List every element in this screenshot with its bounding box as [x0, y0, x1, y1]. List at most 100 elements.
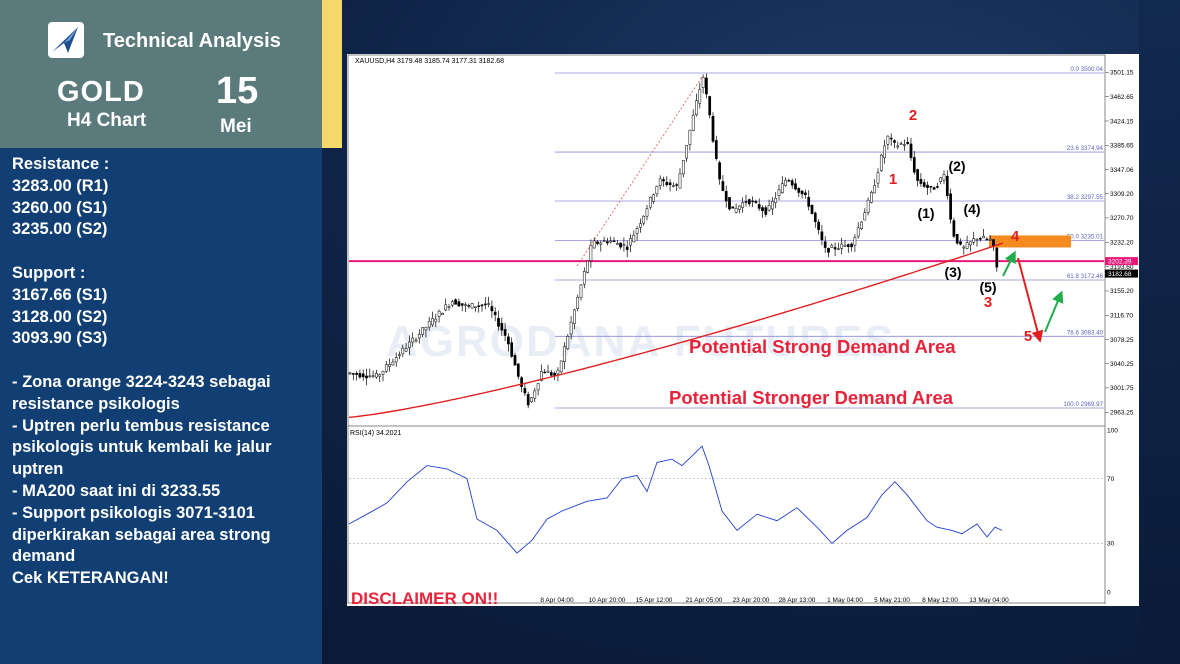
candle-body — [622, 244, 626, 246]
date-month: Mei — [220, 116, 252, 137]
candle-body — [431, 318, 434, 326]
fib-level-label: 23.6 3374.94 — [1067, 145, 1104, 152]
candle-body — [860, 221, 863, 229]
candle-body — [487, 303, 490, 305]
y-tick-label: 3001.75 — [1110, 385, 1134, 392]
candle-body — [744, 201, 748, 203]
candle-body — [619, 242, 622, 248]
info-line: 3283.00 (R1) — [12, 176, 109, 195]
candle-body — [569, 321, 573, 335]
candle-body — [827, 247, 830, 253]
candle-body — [599, 242, 603, 245]
annotation-stronger-demand: Potential Stronger Demand Area — [669, 387, 954, 408]
candle-body — [846, 244, 850, 247]
rsi-tick-label: 70 — [1107, 476, 1115, 483]
wave-label-red: 1 — [889, 171, 897, 188]
fib-level-label: 38.2 3297.55 — [1067, 194, 1104, 201]
wave-label-black: (4) — [963, 201, 980, 217]
candle-body — [639, 223, 642, 228]
candle-body — [596, 241, 599, 244]
candle-body — [467, 305, 471, 307]
rsi-tick-label: 100 — [1107, 427, 1118, 434]
candle-body — [391, 361, 395, 366]
candle-body — [708, 96, 712, 116]
candle-body — [655, 185, 659, 195]
candle-body — [602, 240, 606, 242]
y-tick-label: 3232.20 — [1110, 240, 1134, 247]
wave-label-black: (1) — [917, 205, 934, 221]
info-line: demand — [12, 547, 76, 566]
orange-resistance-zone — [989, 235, 1071, 248]
candle-body — [751, 200, 754, 203]
candle-body — [645, 208, 649, 217]
candle-body — [516, 363, 520, 377]
candle-body — [962, 246, 966, 249]
info-line: uptren — [12, 460, 64, 479]
candle-body — [794, 183, 797, 190]
y-tick-label: 3424.15 — [1110, 118, 1134, 125]
x-tick-label: 15 Apr 12:00 — [636, 597, 673, 604]
candle-body — [800, 190, 804, 195]
candle-body — [533, 390, 537, 399]
candle-body — [500, 322, 504, 331]
candle-body — [365, 375, 368, 379]
chart-frame: AGRODANA FUTURES XAUUSD,H4 3179.48 3185.… — [347, 54, 1139, 608]
info-line: 3260.00 (S1) — [12, 198, 108, 217]
info-line: psikologis untuk kembali ke jalur — [12, 438, 272, 457]
candle-body — [497, 317, 500, 327]
candle-body — [573, 309, 576, 324]
candle-body — [586, 260, 589, 273]
candle-body — [711, 115, 715, 142]
info-line: Cek KETERANGAN! — [12, 569, 169, 588]
candle-body — [589, 244, 593, 262]
candle-body — [771, 201, 774, 210]
candle-body — [460, 303, 464, 306]
x-tick-label: 8 Apr 04:00 — [540, 597, 574, 604]
info-line: - Uptren perlu tembus resistance — [12, 416, 270, 435]
candle-body — [747, 199, 751, 205]
x-tick-label: 1 May 04:00 — [827, 597, 863, 604]
candle-body — [668, 182, 672, 186]
candle-body — [959, 241, 962, 245]
candle-body — [949, 193, 952, 220]
candle-body — [774, 197, 778, 203]
candle-body — [840, 243, 844, 249]
candle-body — [450, 301, 454, 306]
candle-body — [883, 145, 886, 159]
candle-body — [658, 178, 662, 187]
date-day: 15 — [216, 70, 259, 112]
candle-body — [559, 360, 563, 373]
candle-body — [513, 355, 517, 366]
candle-body — [543, 371, 547, 374]
header-title: Technical Analysis — [103, 30, 281, 52]
candle-body — [447, 306, 451, 308]
candle-body — [922, 182, 926, 187]
analysis-text: Resistance : 3283.00 (R1) 3260.00 (S1) 3… — [12, 154, 317, 590]
candle-body — [939, 177, 943, 183]
candle-body — [837, 248, 840, 251]
candle-body — [536, 383, 540, 391]
candle-body — [813, 212, 817, 223]
candle-body — [549, 372, 553, 376]
candle-body — [995, 247, 999, 268]
candle-body — [681, 160, 685, 175]
candle-body — [609, 240, 613, 243]
candle-body — [893, 140, 896, 143]
info-line — [12, 241, 317, 263]
info-line: 3235.00 (S2) — [12, 220, 108, 239]
candle-body — [678, 173, 682, 189]
candle-body — [870, 192, 873, 203]
candle-body — [437, 311, 441, 317]
candle-body — [388, 364, 391, 367]
background-right-strip — [1139, 0, 1180, 664]
projection-arrow-up-1 — [1002, 250, 1016, 277]
candle-body — [912, 157, 916, 173]
candle-body — [797, 187, 801, 193]
wave-label-red: 5 — [1024, 328, 1032, 345]
candle-body — [833, 247, 837, 250]
candle-body — [817, 221, 820, 230]
candle-body — [876, 172, 880, 184]
candle-body — [807, 196, 811, 207]
candle-body — [691, 114, 695, 131]
candle-body — [444, 304, 448, 311]
